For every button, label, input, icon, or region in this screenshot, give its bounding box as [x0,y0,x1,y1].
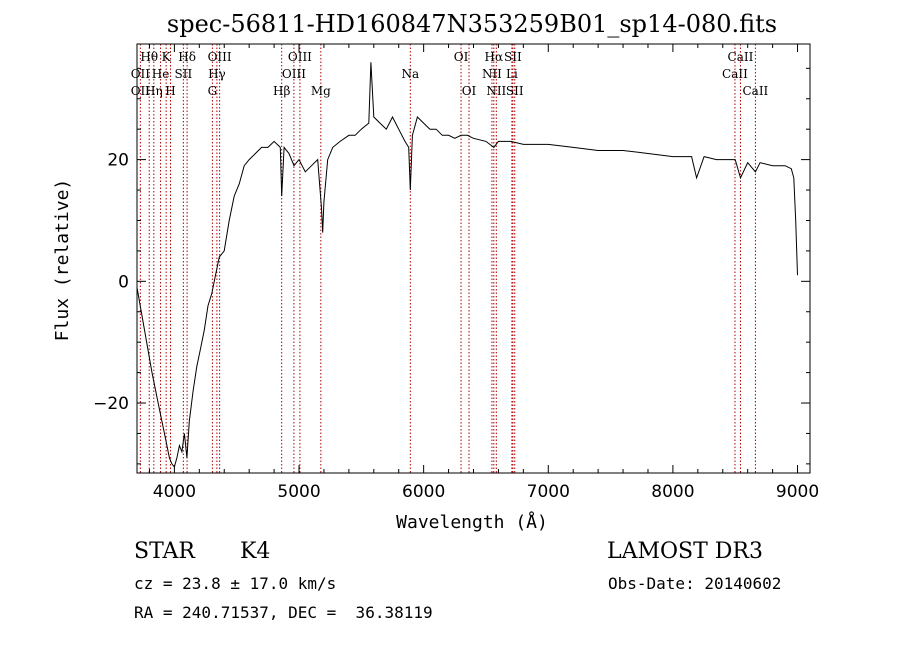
line-label: OIII [282,67,306,81]
observation-date: Obs-Date: 20140602 [608,574,782,593]
line-label: Mg [311,84,331,98]
y-axis-ticks: −20 0 20 [93,67,810,465]
line-label: Hδ [178,50,196,64]
x-tick-label: 5000 [277,482,320,502]
spectrum-line [136,62,798,468]
x-tick-label: 6000 [402,482,445,502]
line-label: OII [131,84,151,98]
ra-dec: RA = 240.71537, DEC = 36.38119 [134,603,433,622]
line-label: SII [175,67,193,81]
line-label: K [162,50,172,64]
line-label: Hβ [273,84,290,98]
line-label: OIII [288,50,312,64]
line-label: Hη [145,84,163,98]
line-label: H [165,84,175,98]
line-label: G [208,84,218,98]
x-axis-ticks: 4000 5000 6000 7000 8000 9000 [148,44,819,502]
x-tick-label: 4000 [153,482,196,502]
y-axis-label: Flux (relative) [52,179,73,342]
line-label: Li [506,67,518,81]
survey-name: LAMOST DR3 [607,539,763,564]
line-label: CaII [742,84,768,98]
x-tick-label: 9000 [776,482,819,502]
x-tick-label: 7000 [527,482,570,502]
line-label: NII [482,67,502,81]
line-label: OII [131,67,151,81]
line-markers [139,44,756,473]
line-label: SII [506,84,524,98]
x-tick-label: 8000 [651,482,694,502]
redshift-cz: cz = 23.8 ± 17.0 km/s [134,574,337,593]
line-label: Hα [485,50,504,64]
line-label: Hγ [208,67,226,81]
y-tick-label: −20 [93,394,129,414]
line-label: Na [401,67,419,81]
chart-title: spec-56811-HD160847N353259B01_sp14-080.f… [167,10,777,38]
plot-frame [136,43,811,474]
object-subclass: K4 [240,539,271,564]
line-label: CaII [722,67,748,81]
line-label: OI [454,50,469,64]
line-label: Hθ [140,50,158,64]
line-label: NII [486,84,506,98]
line-label: OI [462,84,477,98]
line-label: SII [504,50,522,64]
y-tick-label: 0 [118,272,129,292]
x-axis-label: Wavelength (Å) [396,511,548,533]
y-tick-label: 20 [107,151,129,171]
object-class: STAR [134,539,195,564]
line-label: He [152,67,170,81]
line-label: CaII [728,50,754,64]
line-label: OIII [208,50,232,64]
